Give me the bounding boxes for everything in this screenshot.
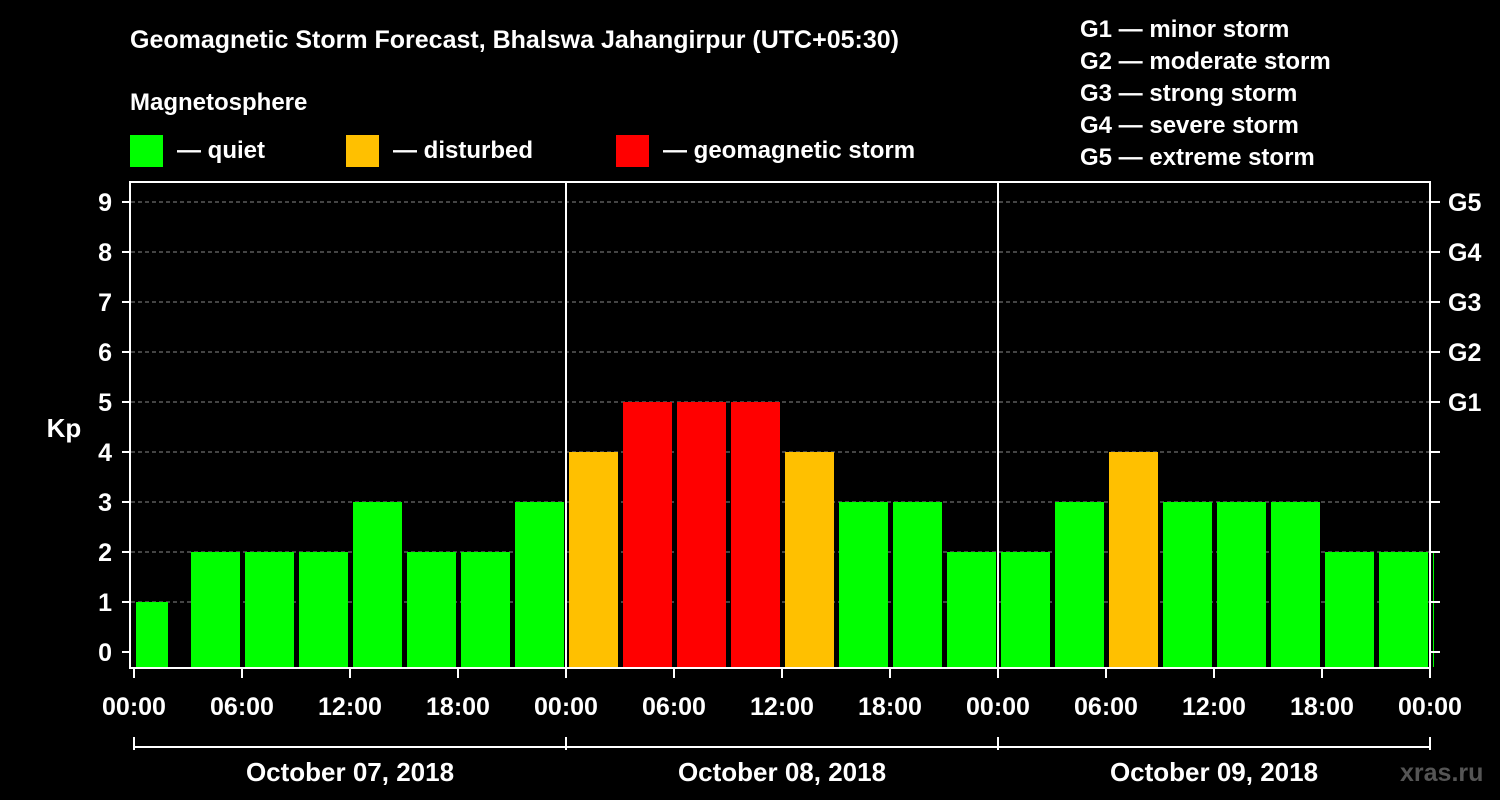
bar-18 [1109,452,1158,667]
date-label-2: October 09, 2018 [1110,757,1318,787]
legend-label-disturbed: — disturbed [393,137,533,164]
storm-scale-g2: G2 — moderate storm [1080,48,1331,75]
x-tick-label-7: 18:00 [858,693,922,721]
storm-scale-g4: G4 — severe storm [1080,112,1299,139]
x-axis: 00:00 06:00 12:00 18:00 00:00 06:00 12:00 18:00… [102,668,1462,721]
bar-0 [136,602,168,667]
y-tick-label-1: 1 [98,589,112,617]
legend-swatch-disturbed [346,135,379,167]
bar-8 [569,452,618,667]
bar-3 [299,552,348,667]
right-tick-label-g1: G1 [1448,389,1481,417]
x-tick-label-6: 12:00 [750,693,814,721]
bar-16 [1001,552,1050,667]
bar-21 [1271,502,1320,667]
y-tick-label-2: 2 [98,539,112,567]
x-tick-label-0: 00:00 [102,693,166,721]
legend-label-storm: — geomagnetic storm [663,137,915,164]
bar-24 [1433,552,1434,667]
y-tick-label-0: 0 [98,639,112,667]
x-tick-label-4: 00:00 [534,693,598,721]
bar-17 [1055,502,1104,667]
bar-1 [191,552,240,667]
day-dividers [565,182,999,668]
bar-4 [353,502,402,667]
storm-scale-g3: G3 — strong storm [1080,80,1297,107]
bar-12 [785,452,834,667]
date-axis: October 07, 2018 October 08, 2018 October … [133,737,1431,787]
y-axis-right: G1 G2 G3 G4 G5 [1430,189,1481,653]
x-tick-label-1: 06:00 [210,693,274,721]
date-label-0: October 07, 2018 [246,757,454,787]
legend-swatch-quiet [130,135,163,167]
bar-14 [893,502,942,667]
bar-11 [731,402,780,667]
watermark: xras.ru [1400,759,1483,787]
x-tick-label-3: 18:00 [426,693,490,721]
right-tick-label-g3: G3 [1448,289,1481,317]
storm-scale-g1: G1 — minor storm [1080,16,1289,43]
bar-13 [839,502,888,667]
y-tick-label-3: 3 [98,489,112,517]
magnetosphere-legend: — quiet — disturbed — geomagnetic storm [130,135,915,167]
plot-frame [129,181,1431,669]
x-tick-label-5: 06:00 [642,693,706,721]
x-tick-label-12: 00:00 [1398,693,1462,721]
legend-item-quiet: — quiet [130,135,265,167]
x-tick-label-2: 12:00 [318,693,382,721]
x-tick-label-8: 00:00 [966,693,1030,721]
bar-23 [1379,552,1428,667]
y-axis-label: Kp [47,413,82,443]
date-label-1: October 08, 2018 [678,757,886,787]
right-tick-label-g4: G4 [1448,239,1481,267]
bar-9 [623,402,672,667]
bar-19 [1163,502,1212,667]
bar-6 [461,552,510,667]
bar-5 [407,552,456,667]
y-tick-label-7: 7 [98,289,112,317]
x-tick-label-9: 06:00 [1074,693,1138,721]
bars [136,402,1434,667]
y-tick-label-5: 5 [98,389,112,417]
storm-scale-g5: G5 — extreme storm [1080,144,1315,171]
legend-swatch-storm [616,135,649,167]
storm-scale-legend: G1 — minor storm G2 — moderate storm G3 … [1080,16,1331,171]
bar-10 [677,402,726,667]
bar-20 [1217,502,1266,667]
legend-item-disturbed: — disturbed [346,135,533,167]
y-tick-label-6: 6 [98,339,112,367]
legend-label-quiet: — quiet [177,137,265,164]
y-axis-left: 0 1 2 3 4 5 6 7 8 9 [98,189,130,667]
magnetosphere-legend-title: Magnetosphere [130,89,307,116]
bar-7 [515,502,564,667]
y-tick-label-4: 4 [98,439,112,467]
bar-2 [245,552,294,667]
chart-title: Geomagnetic Storm Forecast, Bhalswa Jaha… [130,26,899,54]
y-tick-label-9: 9 [98,189,112,217]
bar-15 [947,552,996,667]
right-tick-label-g5: G5 [1448,189,1481,217]
x-tick-label-11: 18:00 [1290,693,1354,721]
legend-item-storm: — geomagnetic storm [616,135,915,167]
right-tick-label-g2: G2 [1448,339,1481,367]
gridlines [131,201,1429,603]
y-tick-label-8: 8 [98,239,112,267]
bar-22 [1325,552,1374,667]
x-tick-label-10: 12:00 [1182,693,1246,721]
